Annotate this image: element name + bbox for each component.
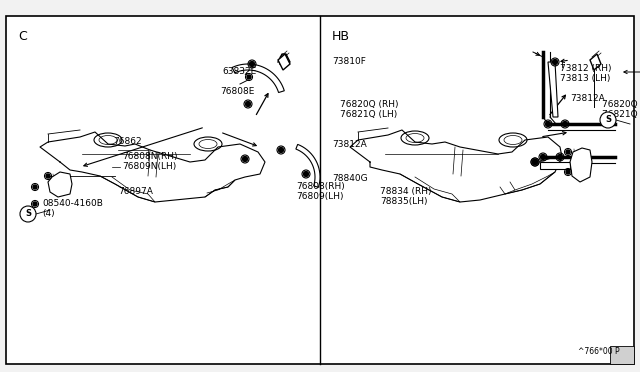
Text: 08540-4160B
(4): 08540-4160B (4) [42, 199, 103, 218]
Text: 76820Q (RH)
76821Q (LH): 76820Q (RH) 76821Q (LH) [602, 100, 640, 119]
Polygon shape [232, 64, 284, 93]
Circle shape [46, 174, 50, 178]
Circle shape [532, 160, 538, 164]
Text: 78834 (RH)
78835(LH): 78834 (RH) 78835(LH) [380, 187, 431, 206]
Text: 76808N(RH)
76809N(LH): 76808N(RH) 76809N(LH) [122, 152, 177, 171]
Text: 73812 (RH)
73813 (LH): 73812 (RH) 73813 (LH) [560, 64, 611, 83]
Circle shape [566, 170, 570, 174]
Polygon shape [278, 54, 290, 64]
Circle shape [545, 122, 550, 126]
Text: 76897A: 76897A [118, 187, 153, 196]
Circle shape [566, 150, 570, 154]
Polygon shape [570, 148, 592, 182]
Circle shape [303, 171, 308, 176]
Circle shape [20, 206, 36, 222]
Text: 73810F: 73810F [332, 57, 366, 66]
Text: 76808E: 76808E [220, 87, 254, 96]
Circle shape [532, 160, 538, 164]
Polygon shape [540, 162, 570, 169]
Polygon shape [48, 172, 72, 197]
Circle shape [247, 75, 251, 79]
Text: S: S [605, 115, 611, 125]
Text: 63832E: 63832E [222, 67, 256, 76]
Text: 76820Q (RH)
76821Q (LH): 76820Q (RH) 76821Q (LH) [340, 100, 399, 119]
Circle shape [557, 154, 563, 160]
Circle shape [552, 60, 557, 64]
Circle shape [541, 154, 545, 160]
Circle shape [243, 157, 248, 161]
Circle shape [250, 61, 255, 67]
Bar [610, 346, 634, 364]
Text: 76862: 76862 [113, 138, 141, 147]
Circle shape [278, 148, 284, 153]
Text: ^766*00 P: ^766*00 P [579, 347, 620, 356]
Circle shape [563, 122, 568, 126]
Circle shape [33, 185, 37, 189]
Polygon shape [296, 144, 320, 187]
Circle shape [33, 202, 37, 206]
Circle shape [246, 102, 250, 106]
Text: 76808(RH)
76809(LH): 76808(RH) 76809(LH) [296, 182, 345, 201]
Polygon shape [548, 62, 558, 117]
Text: C: C [18, 30, 27, 43]
Polygon shape [278, 54, 290, 70]
Circle shape [600, 112, 616, 128]
Polygon shape [590, 54, 601, 70]
Text: 78840G: 78840G [332, 174, 367, 183]
Text: 73812A: 73812A [570, 94, 605, 103]
Text: HB: HB [332, 30, 350, 43]
Text: 73812A: 73812A [332, 140, 367, 149]
Text: S: S [25, 209, 31, 218]
